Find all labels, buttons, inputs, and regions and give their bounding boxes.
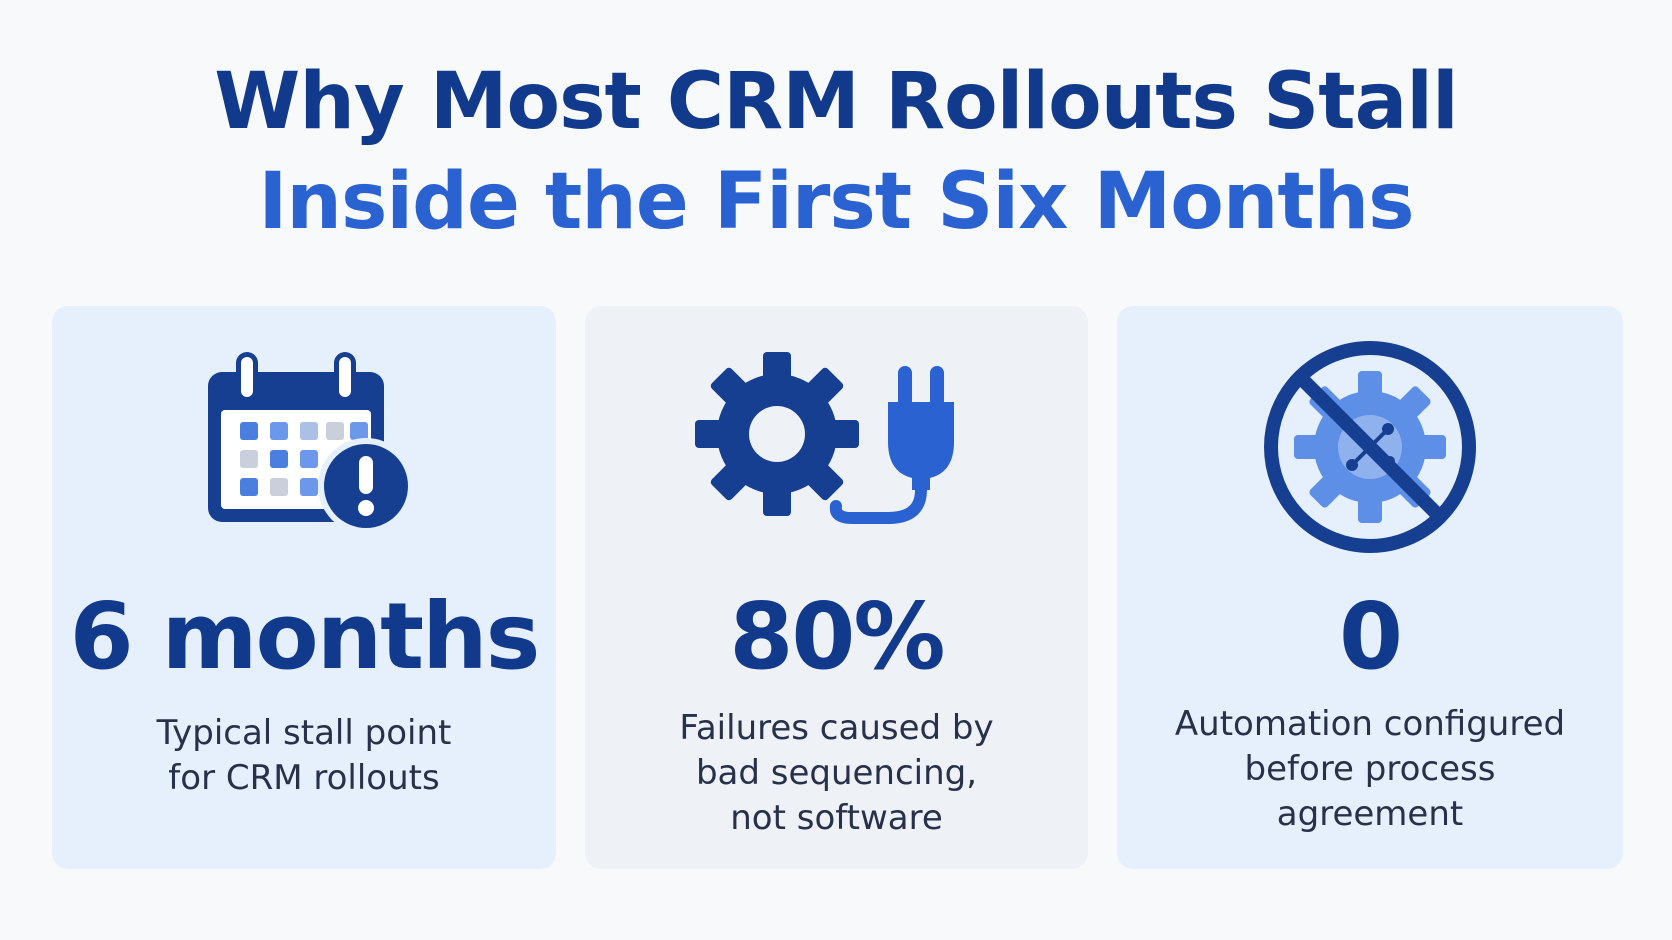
- title-line-2: Inside the First Six Months: [258, 157, 1414, 247]
- stat-card-stall-point: 6 months Typical stall point for CRM rol…: [52, 306, 556, 869]
- title-line-1: Why Most CRM Rollouts Stall: [214, 57, 1458, 147]
- stat-value: 6 months: [69, 583, 541, 690]
- description-line: bad sequencing,: [695, 753, 978, 793]
- description-line: agreement: [1276, 794, 1464, 834]
- description-line: Failures caused by: [679, 708, 994, 748]
- page-title: Why Most CRM Rollouts Stall Inside the F…: [0, 52, 1672, 252]
- stat-value: 0: [1338, 583, 1403, 690]
- no-automation-icon: [1255, 336, 1485, 566]
- description-line: not software: [730, 798, 943, 838]
- description-line: Typical stall point: [156, 713, 452, 753]
- stat-card-failures: 80% Failures caused by bad sequencing, n…: [585, 306, 1088, 869]
- description-line: Automation configured: [1174, 704, 1566, 744]
- calendar-alert-icon: [184, 336, 424, 540]
- stat-value: 80%: [729, 583, 945, 690]
- gear-plug-icon: [692, 336, 982, 540]
- stat-description: Automation configured before process agr…: [1137, 702, 1603, 837]
- stat-card-automation: 0 Automation configured before process a…: [1117, 306, 1623, 869]
- stat-description: Typical stall point for CRM rollouts: [72, 711, 536, 801]
- stat-description: Failures caused by bad sequencing, not s…: [605, 706, 1068, 841]
- description-line: for CRM rollouts: [168, 758, 440, 798]
- description-line: before process: [1244, 749, 1496, 789]
